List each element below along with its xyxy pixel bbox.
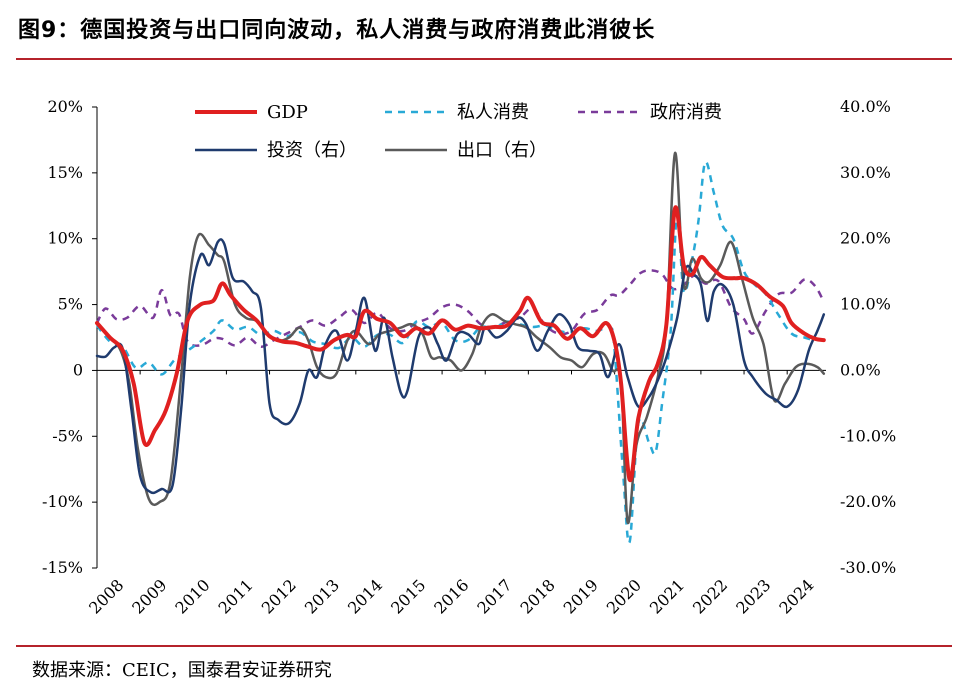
legend-label-1: 私人消费 — [457, 102, 529, 123]
x-tick-label: 2020 — [603, 575, 645, 617]
x-tick-label: 2018 — [517, 575, 559, 617]
series-line-4 — [95, 151, 826, 525]
x-tick-label: 2015 — [387, 575, 429, 617]
y-right-tick-label: 30.0% — [840, 163, 891, 182]
y-left-tick-label: 10% — [47, 229, 83, 248]
y-right-tick-label: -30.0% — [840, 558, 896, 577]
series-line-2 — [95, 269, 825, 348]
y-right-tick-label: 10.0% — [840, 295, 891, 314]
legend-label-4: 出口（右） — [457, 140, 547, 161]
x-tick-label: 2011 — [215, 575, 257, 617]
x-tick-label: 2016 — [430, 575, 472, 617]
x-tick-label: 2017 — [473, 575, 515, 617]
x-tick-label: 2010 — [171, 575, 213, 617]
y-right-tick-label: -10.0% — [840, 426, 896, 445]
legend-label-3: 投资（右） — [267, 140, 357, 161]
series-line-0 — [95, 205, 826, 482]
x-tick-label: 2013 — [301, 575, 343, 617]
x-tick-label: 2019 — [560, 575, 602, 617]
x-tick-label: 2024 — [775, 575, 817, 617]
y-right-tick-label: 20.0% — [840, 229, 891, 248]
chart-axes: -15% -10% -5% 0 5% 10% 15% 20% -30.0% -20.0% -10.0… — [42, 97, 896, 618]
x-tick-label: 2008 — [85, 575, 127, 617]
series-line-1 — [96, 160, 814, 545]
y-right-tick-label: 40.0% — [840, 97, 891, 116]
y-left-tick-label: 15% — [47, 163, 83, 182]
series-line-3 — [95, 238, 826, 495]
y-left-tick-label: -5% — [52, 426, 83, 445]
y-left-tick-label: -15% — [42, 558, 83, 577]
x-tick-label: 2023 — [732, 575, 774, 617]
legend-label-0: GDP — [267, 102, 308, 123]
page-title: 图9：德国投资与出口同向波动，私人消费与政府消费此消彼长 — [18, 18, 656, 43]
source-divider — [16, 645, 952, 647]
x-tick-label: 2021 — [646, 575, 688, 617]
y-left-tick-label: 0 — [73, 360, 83, 379]
title-divider — [16, 58, 952, 60]
x-tick-label: 2014 — [344, 575, 386, 617]
source-note: 数据来源：CEIC，国泰君安证券研究 — [32, 660, 332, 681]
y-left-tick-label: -10% — [42, 492, 83, 511]
x-tick-label: 2022 — [689, 575, 731, 617]
y-right-tick-label: 0.0% — [840, 360, 881, 379]
x-tick-label: 2009 — [128, 575, 170, 617]
y-left-tick-label: 5% — [58, 295, 83, 314]
chart-series — [95, 151, 826, 545]
y-right-tick-label: -20.0% — [840, 492, 896, 511]
y-left-tick-label: 20% — [47, 97, 83, 116]
x-tick-label: 2012 — [258, 575, 300, 617]
legend-label-2: 政府消费 — [650, 102, 722, 123]
